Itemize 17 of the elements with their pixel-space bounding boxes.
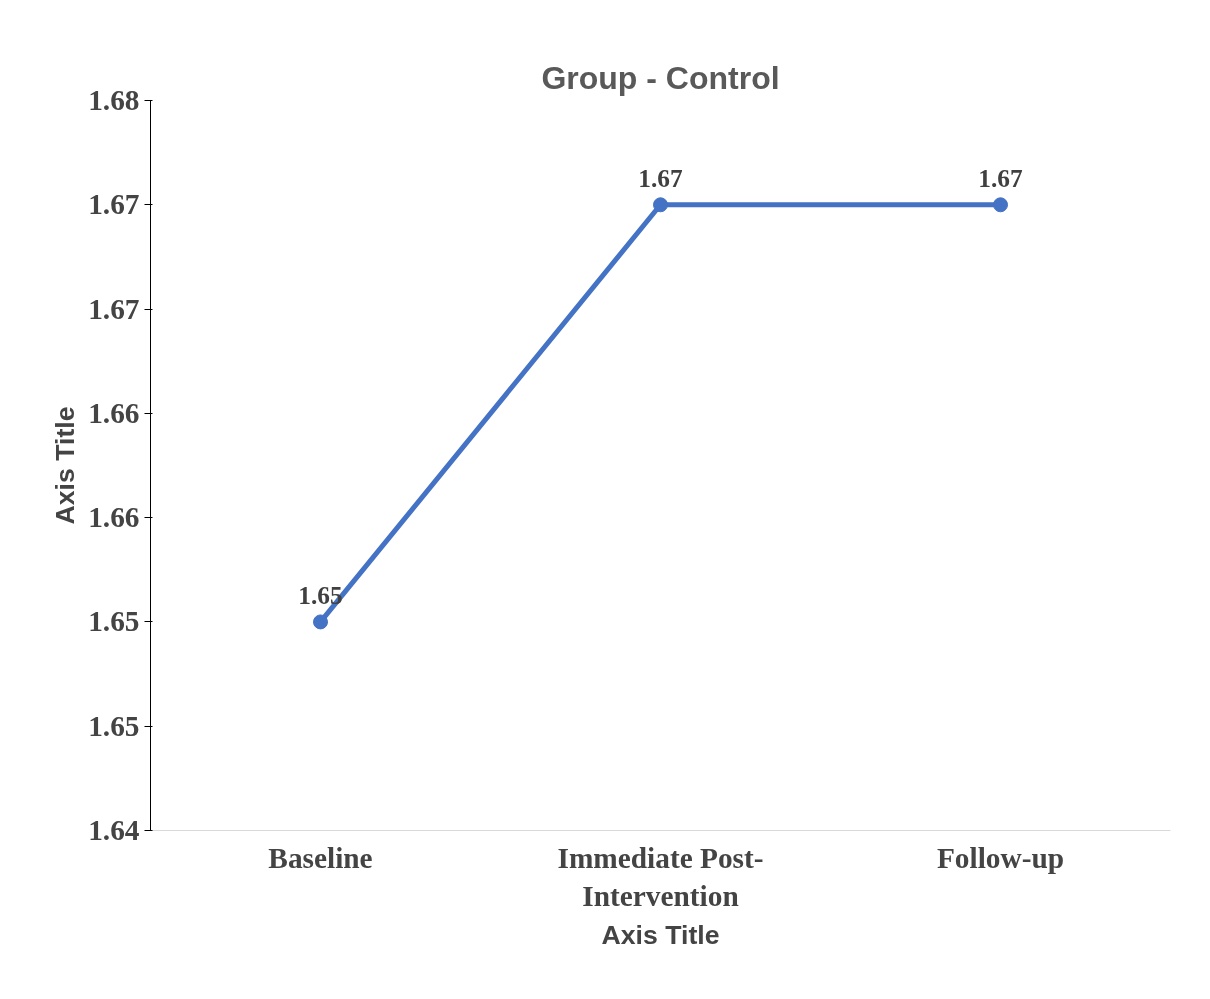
x-tick-label: Baseline	[268, 841, 373, 874]
y-tick-label: 1.64	[88, 814, 140, 846]
x-axis-title: Axis Title	[601, 919, 720, 950]
data-label: 1.65	[298, 580, 343, 609]
y-axis-title: Axis Title	[50, 406, 81, 525]
y-tick-label: 1.65	[88, 605, 140, 638]
chart-title: Group - Control	[541, 59, 780, 96]
y-tick-label: 1.67	[88, 292, 140, 325]
y-tick-label: 1.66	[88, 501, 140, 534]
y-tick-label: 1.67	[88, 188, 140, 221]
y-tick-label: 1.66	[88, 396, 140, 429]
data-label: 1.67	[978, 163, 1023, 192]
data-label: 1.67	[638, 163, 683, 192]
y-tick-label: 1.65	[88, 709, 140, 742]
y-tick-label: 1.68	[88, 84, 140, 116]
x-tick-label: Immediate Post-Intervention	[557, 841, 764, 912]
x-tick-label: Follow-up	[936, 841, 1065, 874]
